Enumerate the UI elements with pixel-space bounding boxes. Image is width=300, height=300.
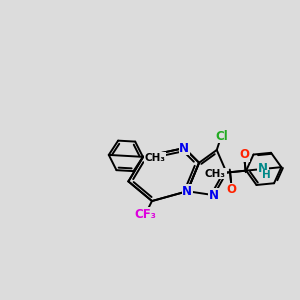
Text: O: O — [227, 183, 237, 196]
Text: CH₃: CH₃ — [205, 169, 226, 179]
Text: CF₃: CF₃ — [134, 208, 156, 221]
Text: CH₃: CH₃ — [145, 153, 166, 163]
Text: N: N — [209, 189, 219, 202]
Text: N: N — [179, 142, 189, 154]
Text: H: H — [262, 170, 271, 180]
Text: N: N — [258, 163, 268, 176]
Text: N: N — [182, 185, 192, 198]
Text: O: O — [239, 148, 249, 161]
Text: Cl: Cl — [215, 130, 228, 142]
